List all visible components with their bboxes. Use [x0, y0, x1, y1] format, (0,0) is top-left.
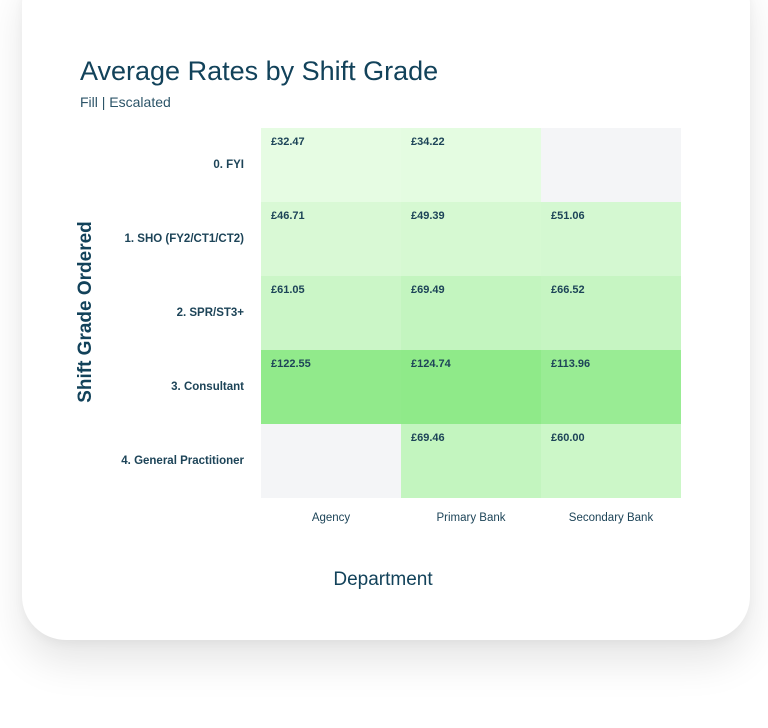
column-label: Primary Bank: [436, 512, 506, 524]
cell-value-label: £124.74: [411, 358, 451, 370]
heatmap-cell: £32.47: [261, 128, 401, 202]
cell-value-label: £49.39: [411, 210, 445, 222]
row-label: 0. FYI: [213, 159, 244, 171]
heatmap-cell: £51.06: [541, 202, 681, 276]
cell-value-label: £34.22: [411, 136, 445, 148]
row-label: 4. General Practitioner: [121, 455, 244, 467]
row-label: 3. Consultant: [171, 381, 244, 393]
chart-subtitle: Fill | Escalated: [80, 94, 171, 110]
cell-value-label: £69.49: [411, 284, 445, 296]
cell-value-label: £69.46: [411, 432, 445, 444]
heatmap-cell: £46.71: [261, 202, 401, 276]
heatmap-cell: £124.74: [401, 350, 541, 424]
cell-value-label: £32.47: [271, 136, 305, 148]
cell-value-label: £113.96: [551, 358, 591, 370]
heatmap-cell: £34.22: [401, 128, 541, 202]
row-label: 2. SPR/ST3+: [176, 307, 244, 319]
cell-value-label: £61.05: [271, 284, 305, 296]
heatmap-cell: £49.39: [401, 202, 541, 276]
heatmap-cell: £122.55: [261, 350, 401, 424]
cell-value-label: £122.55: [271, 358, 311, 370]
heatmap-cell: £113.96: [541, 350, 681, 424]
cell-value-label: £51.06: [551, 210, 585, 222]
chart-title: Average Rates by Shift Grade: [80, 56, 439, 86]
row-label: 1. SHO (FY2/CT1/CT2): [124, 233, 245, 245]
heatmap-cell: £60.00: [541, 424, 681, 498]
heatmap-cell-empty: [541, 128, 681, 202]
heatmap-cell: £66.52: [541, 276, 681, 350]
heatmap-cell: £61.05: [261, 276, 401, 350]
column-label: Secondary Bank: [568, 512, 654, 524]
cell-value-label: £46.71: [271, 210, 305, 222]
heatmap-cell: £69.49: [401, 276, 541, 350]
heatmap-cell: £69.46: [401, 424, 541, 498]
x-axis-label: Department: [333, 569, 433, 590]
heatmap-cell-empty: [261, 424, 401, 498]
y-axis-label: Shift Grade Ordered: [75, 221, 96, 403]
cell-value-label: £60.00: [551, 432, 585, 444]
cell-value-label: £66.52: [551, 284, 585, 296]
column-label: Agency: [311, 512, 351, 524]
